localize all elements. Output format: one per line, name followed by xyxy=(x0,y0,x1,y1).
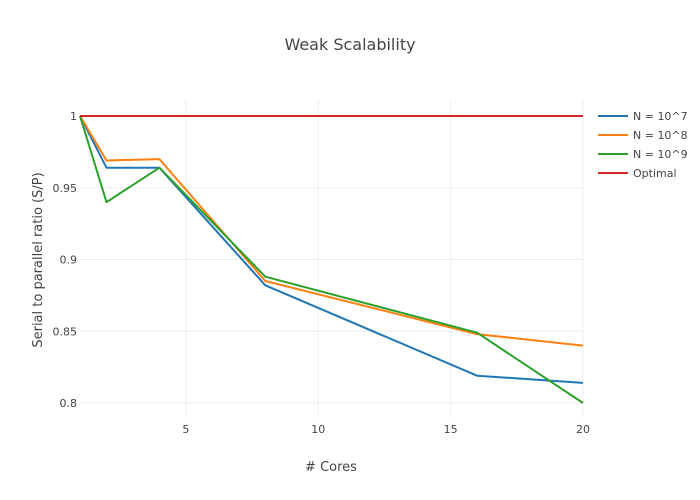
y-axis-label: Serial to parallel ratio (S/P) xyxy=(31,172,46,347)
y-tick-label: 0.9 xyxy=(60,254,78,267)
y-tick-label: 0.8 xyxy=(60,397,78,410)
series-line-n-10-8 xyxy=(79,115,584,347)
x-tick-label: 5 xyxy=(182,423,189,436)
legend: N = 10^7 N = 10^8 N = 10^9 Optimal xyxy=(598,110,688,180)
y-tick-label: 0.95 xyxy=(53,182,78,195)
x-tick-label: 15 xyxy=(444,423,458,436)
legend-item[interactable]: N = 10^9 xyxy=(598,148,688,161)
x-tick-label: 20 xyxy=(576,423,590,436)
legend-item[interactable]: N = 10^7 xyxy=(598,110,688,123)
y-tick-label: 1 xyxy=(70,110,77,123)
grid-layer xyxy=(80,100,584,418)
legend-item[interactable]: N = 10^8 xyxy=(598,129,688,142)
series-line-n-10-7 xyxy=(79,115,584,384)
chart-title: Weak Scalability xyxy=(284,35,415,54)
legend-label: N = 10^9 xyxy=(633,148,688,161)
legend-label: Optimal xyxy=(633,167,677,180)
x-tick-label: 10 xyxy=(311,423,325,436)
legend-item[interactable]: Optimal xyxy=(598,167,677,180)
x-axis-label: # Cores xyxy=(305,460,357,475)
series-line-n-10-9 xyxy=(79,115,584,404)
series-layer xyxy=(79,115,584,404)
y-tick-label: 0.85 xyxy=(53,325,78,338)
legend-label: N = 10^7 xyxy=(633,110,688,123)
legend-label: N = 10^8 xyxy=(633,129,688,142)
